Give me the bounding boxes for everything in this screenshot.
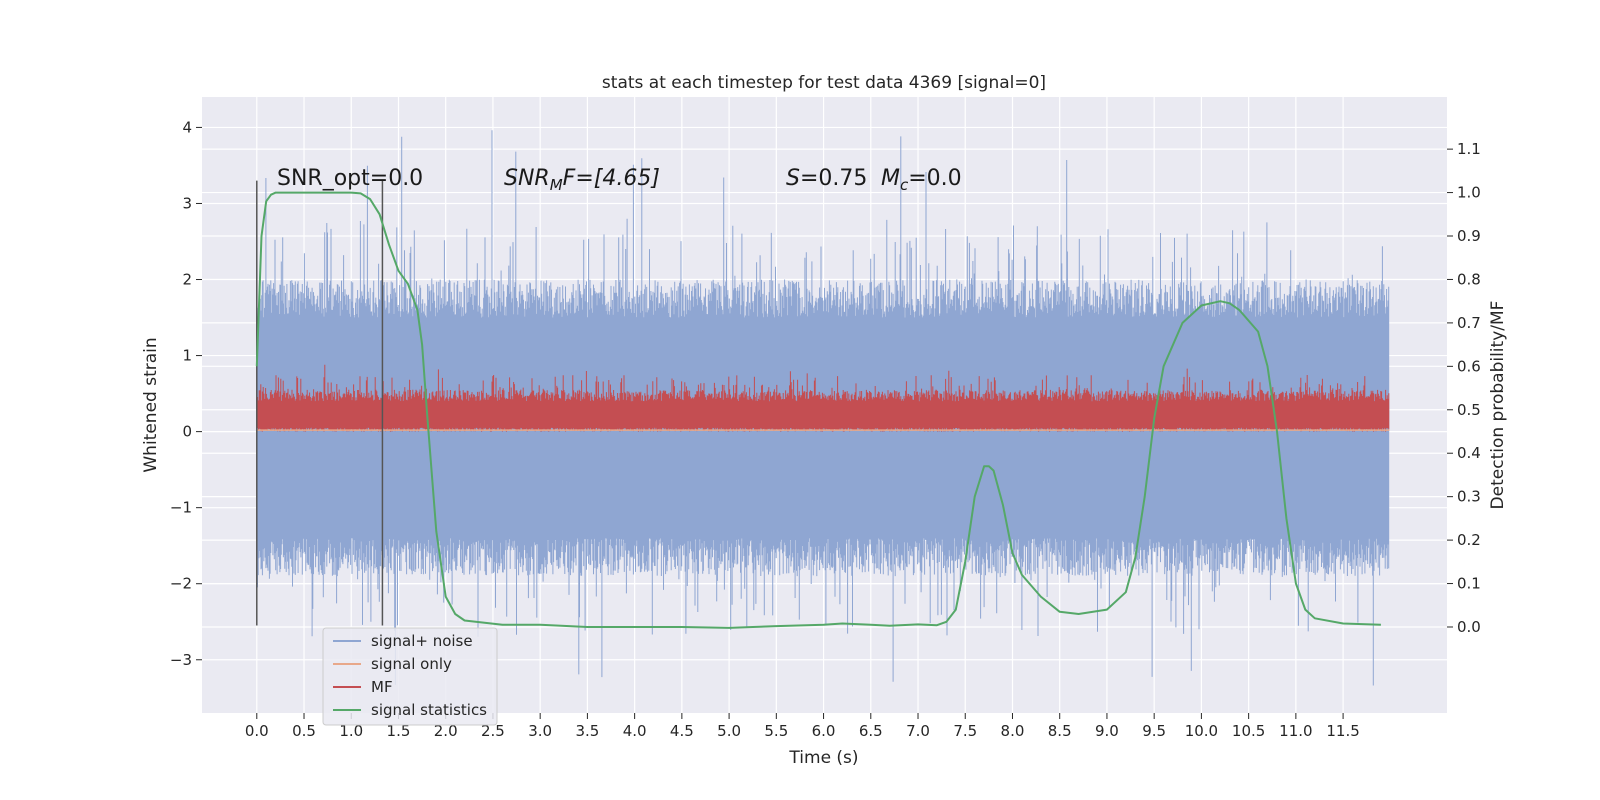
x-tick-label: 10.0 xyxy=(1185,722,1218,740)
snr-mf-symbol: SNR xyxy=(504,166,550,191)
x-tick-label: 4.5 xyxy=(670,722,694,740)
y-tick-label: −2 xyxy=(170,575,192,593)
vertical-markers xyxy=(256,180,384,626)
x-tick-label: 1.5 xyxy=(387,722,411,740)
annotation-s: S=0.75 xyxy=(786,166,867,191)
x-tick-label: 6.5 xyxy=(859,722,883,740)
y-tick-label: 1 xyxy=(182,347,192,365)
x-tick-label: 0.5 xyxy=(292,722,316,740)
x-axis-label: Time (s) xyxy=(788,748,858,768)
x-tick-label: 10.5 xyxy=(1232,722,1265,740)
legend-label-signal-statistics: signal statistics xyxy=(371,701,487,719)
y2-axis-label: Detection probability/MF xyxy=(1488,301,1508,510)
x-axis-ticks: 0.0 0.5 1.0 1.5 2.0 2.5 3.0 3.5 4.0 4.5 5.0 5.5 6.0 6… xyxy=(245,713,1360,740)
mc-symbol: M xyxy=(881,166,900,191)
legend-label-signal-only: signal only xyxy=(371,655,452,673)
x-tick-label: 8.0 xyxy=(1001,722,1025,740)
x-tick-label: 8.5 xyxy=(1048,722,1072,740)
x-tick-label: 0.0 xyxy=(245,722,269,740)
y-tick-label: 0 xyxy=(182,423,192,441)
y2-tick-label: 0.9 xyxy=(1457,227,1481,245)
y2-tick-label: 0.5 xyxy=(1457,401,1481,419)
s-value: =0.75 xyxy=(800,166,867,191)
legend-label-signal-noise: signal+ noise xyxy=(371,632,473,650)
x-tick-label: 11.5 xyxy=(1326,722,1359,740)
snr-mf-subscript: M xyxy=(550,176,563,194)
y2-axis-ticks: 0.0 0.1 0.2 0.3 0.4 0.5 0.6 0.7 0.8 0.9 1.0 1.1 xyxy=(1447,140,1481,636)
series-signal-statistics xyxy=(255,191,1381,629)
annotation-snr-opt: SNR_opt=0.0 xyxy=(277,166,423,191)
x-tick-label: 9.0 xyxy=(1095,722,1119,740)
signal-statistics-line xyxy=(255,191,1381,629)
y2-tick-label: 1.0 xyxy=(1457,184,1481,202)
x-tick-label: 9.5 xyxy=(1142,722,1166,740)
legend-box xyxy=(322,627,498,726)
annotation-mc: Mc=0.0 xyxy=(881,166,962,194)
x-tick-label: 5.5 xyxy=(764,722,788,740)
y-tick-label: 4 xyxy=(182,118,192,136)
chart-title: stats at each timestep for test data 436… xyxy=(602,73,1046,93)
y-tick-label: −1 xyxy=(170,499,192,517)
y2-tick-label: 0.6 xyxy=(1457,357,1481,375)
mc-subscript: c xyxy=(900,176,909,194)
x-tick-label: 3.0 xyxy=(528,722,552,740)
snr-mf-value: F=[4.65] xyxy=(563,166,660,191)
y-tick-label: −3 xyxy=(170,651,192,669)
y2-tick-label: 0.7 xyxy=(1457,314,1481,332)
x-tick-label: 7.0 xyxy=(906,722,930,740)
legend-label-mf: MF xyxy=(371,678,393,696)
y2-tick-label: 0.2 xyxy=(1457,531,1481,549)
annotation-snr-mf: SNRMF=[4.65] xyxy=(504,166,660,194)
x-tick-label: 2.5 xyxy=(481,722,505,740)
x-tick-label: 4.0 xyxy=(623,722,647,740)
y-axis-ticks: −3 −2 −1 0 1 2 3 4 xyxy=(170,118,202,669)
x-tick-label: 7.5 xyxy=(953,722,977,740)
s-symbol: S xyxy=(786,166,800,191)
y-axis-label: Whitened strain xyxy=(141,337,161,472)
x-tick-label: 6.0 xyxy=(812,722,836,740)
mc-value: =0.0 xyxy=(908,166,961,191)
y2-tick-label: 0.0 xyxy=(1457,618,1481,636)
y2-tick-label: 0.8 xyxy=(1457,270,1481,288)
y-tick-label: 2 xyxy=(182,271,192,289)
y-tick-label: 3 xyxy=(182,194,192,212)
x-tick-label: 3.5 xyxy=(575,722,599,740)
x-tick-label: 2.0 xyxy=(434,722,458,740)
x-tick-label: 11.0 xyxy=(1279,722,1312,740)
x-tick-label: 5.0 xyxy=(717,722,741,740)
y2-tick-label: 0.4 xyxy=(1457,444,1481,462)
legend: signal+ noise signal only MF signal stat… xyxy=(322,627,498,726)
y2-tick-label: 0.3 xyxy=(1457,488,1481,506)
x-tick-label: 1.0 xyxy=(339,722,363,740)
y2-tick-label: 0.1 xyxy=(1457,575,1481,593)
y2-tick-label: 1.1 xyxy=(1457,140,1481,158)
